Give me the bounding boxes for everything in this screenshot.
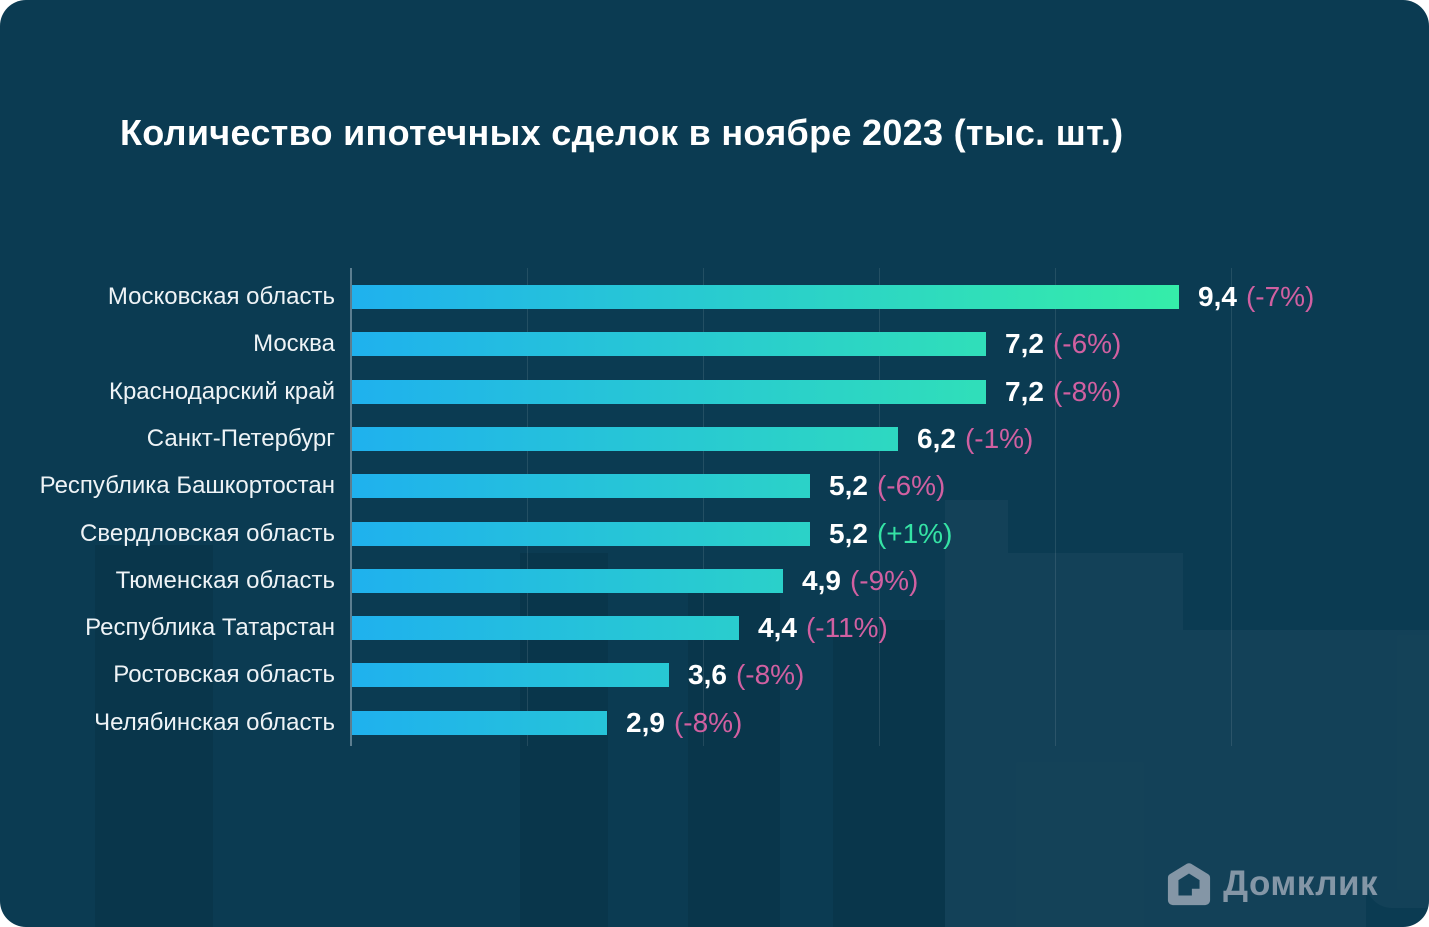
domclick-logo: Домклик: [1166, 861, 1378, 907]
bar-row: Ростовская область 3,6 (-8%): [0, 659, 1429, 691]
bar: [352, 568, 783, 593]
category-label: Ростовская область: [113, 661, 335, 689]
bar-value: 4,9 (-9%): [802, 565, 918, 597]
background-block: [688, 590, 780, 927]
bar-change-percent: (-6%): [1052, 328, 1122, 360]
bar-value: 6,2 (-1%): [917, 423, 1033, 455]
bar-value: 9,4 (-7%): [1198, 281, 1314, 313]
logo-text: Домклик: [1223, 864, 1378, 903]
bar-value: 7,2 (-8%): [1005, 376, 1121, 408]
bar-change-percent: (+1%): [876, 517, 953, 549]
gridline: [879, 268, 880, 746]
bar-row: Тюменская область 4,9 (-9%): [0, 565, 1429, 597]
gridline: [703, 268, 704, 746]
gridline: [1055, 268, 1056, 746]
bar-row: Москва 7,2 (-6%): [0, 328, 1429, 360]
bar: [352, 663, 669, 688]
bar: [352, 426, 898, 451]
bar: [352, 285, 1179, 309]
bar: [352, 616, 739, 641]
bar-change-percent: (-6%): [876, 470, 946, 502]
bar-change-percent: (-8%): [735, 659, 805, 691]
category-label: Санкт-Петербург: [146, 424, 335, 452]
house-icon: [1168, 863, 1211, 906]
bar: [352, 474, 810, 499]
bar-row: Московская область 9,4 (-7%): [0, 281, 1429, 313]
chart-title: Количество ипотечных сделок в ноябре 202…: [120, 112, 1124, 153]
category-label: Челябинская область: [94, 708, 335, 736]
bar-value: 5,2 (-6%): [829, 470, 945, 502]
bar-row: Челябинская область 2,9 (-8%): [0, 707, 1429, 739]
bar-row: Республика Татарстан 4,4 (-11%): [0, 612, 1429, 644]
bar-value-number: 4,4: [758, 612, 797, 644]
gridline: [1231, 268, 1232, 746]
category-label: Московская область: [107, 283, 335, 310]
bar-row: Свердловская область 5,2 (+1%): [0, 518, 1429, 550]
bar-change-percent: (-9%): [849, 564, 919, 596]
bar-change-percent: (-11%): [805, 612, 888, 644]
bar-value-number: 5,2: [829, 517, 868, 549]
bar: [352, 379, 986, 404]
bar-row: Республика Башкортостан 5,2 (-6%): [0, 470, 1429, 502]
category-label: Республика Башкортостан: [39, 472, 335, 500]
category-label: Свердловская область: [80, 519, 335, 547]
bar: [352, 332, 986, 357]
bar-change-percent: (-1%): [964, 422, 1034, 454]
category-label: Республика Татарстан: [85, 614, 335, 642]
bar-value: 5,2 (+1%): [829, 518, 952, 550]
bar-value-number: 3,6: [688, 659, 727, 691]
background-block: [95, 545, 213, 927]
bar-value-number: 5,2: [829, 470, 868, 502]
gridline: [527, 268, 528, 746]
bar-change-percent: (-7%): [1245, 281, 1315, 312]
background-block: [520, 553, 608, 927]
bar-row: Санкт-Петербург 6,2 (-1%): [0, 423, 1429, 455]
bar-value-number: 4,9: [802, 564, 841, 596]
category-label: Тюменская область: [115, 566, 335, 594]
bar-change-percent: (-8%): [1052, 375, 1122, 407]
bar-value-number: 7,2: [1005, 328, 1044, 360]
bar-value: 7,2 (-6%): [1005, 328, 1121, 360]
bar-value-number: 7,2: [1005, 375, 1044, 407]
bar: [352, 710, 607, 735]
bar: [352, 521, 810, 546]
bar-value-number: 6,2: [917, 422, 956, 454]
bar-value: 4,4 (-11%): [758, 612, 888, 644]
background-block: [833, 620, 945, 927]
category-label: Краснодарский край: [108, 377, 335, 405]
category-label: Москва: [253, 330, 335, 358]
bar-value: 3,6 (-8%): [688, 659, 804, 691]
bar-value: 2,9 (-8%): [626, 707, 742, 739]
bar-row: Краснодарский край 7,2 (-8%): [0, 376, 1429, 408]
bar-change-percent: (-8%): [673, 706, 743, 738]
bar-value-number: 9,4: [1198, 281, 1237, 312]
bar-value-number: 2,9: [626, 706, 665, 738]
y-axis-line: [350, 268, 352, 746]
